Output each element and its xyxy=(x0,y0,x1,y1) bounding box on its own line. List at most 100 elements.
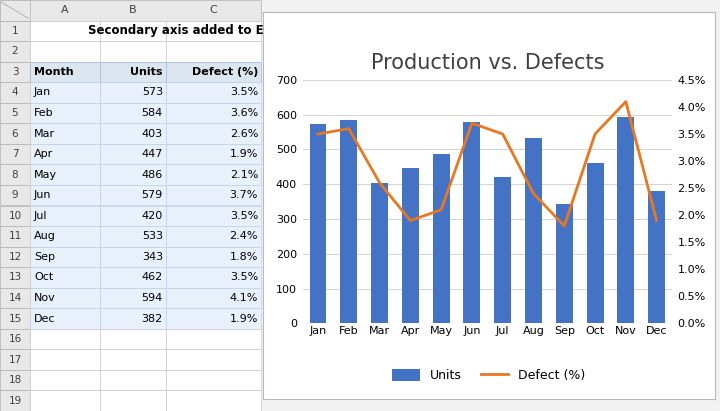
Bar xyxy=(30,185,100,206)
Text: 447: 447 xyxy=(142,149,163,159)
Bar xyxy=(100,308,166,329)
Text: 2.6%: 2.6% xyxy=(230,129,258,139)
Bar xyxy=(30,41,100,62)
Text: Aug: Aug xyxy=(34,231,55,241)
Bar xyxy=(0,21,30,41)
Bar xyxy=(648,191,665,323)
Bar xyxy=(166,21,261,41)
Bar xyxy=(100,206,166,226)
Bar xyxy=(100,103,166,123)
Bar xyxy=(30,329,100,349)
Bar xyxy=(100,267,166,288)
Bar xyxy=(0,247,30,267)
Text: Apr: Apr xyxy=(34,149,53,159)
Text: 3.7%: 3.7% xyxy=(230,190,258,200)
Text: Oct: Oct xyxy=(34,272,53,282)
Bar xyxy=(0,390,30,411)
Text: 3.5%: 3.5% xyxy=(230,272,258,282)
Text: 14: 14 xyxy=(9,293,22,303)
Bar xyxy=(525,138,542,323)
Bar xyxy=(166,164,261,185)
Bar xyxy=(166,390,261,411)
Bar xyxy=(100,390,166,411)
Bar xyxy=(0,349,30,370)
Bar xyxy=(166,185,261,206)
Bar xyxy=(166,144,261,164)
Text: 533: 533 xyxy=(142,231,163,241)
Bar xyxy=(402,168,419,323)
Bar xyxy=(100,329,166,349)
Bar xyxy=(556,204,572,323)
Bar xyxy=(100,185,166,206)
Text: 579: 579 xyxy=(142,190,163,200)
Text: 382: 382 xyxy=(142,314,163,323)
Text: 420: 420 xyxy=(142,211,163,221)
Legend: Units, Defect (%): Units, Defect (%) xyxy=(386,363,592,388)
Bar xyxy=(0,370,30,390)
Text: 1.9%: 1.9% xyxy=(230,149,258,159)
Bar xyxy=(0,226,30,247)
Bar xyxy=(100,144,166,164)
Bar xyxy=(30,267,100,288)
Text: Mar: Mar xyxy=(34,129,55,139)
Bar xyxy=(0,164,30,185)
Text: 403: 403 xyxy=(142,129,163,139)
Bar xyxy=(100,226,166,247)
Bar xyxy=(100,349,166,370)
Bar xyxy=(0,329,30,349)
Text: 1.8%: 1.8% xyxy=(230,252,258,262)
Bar xyxy=(166,288,261,308)
Bar xyxy=(30,21,100,41)
Bar xyxy=(30,308,100,329)
Text: B: B xyxy=(129,5,137,15)
Bar xyxy=(0,103,30,123)
Text: 2.1%: 2.1% xyxy=(230,170,258,180)
Bar xyxy=(100,62,166,82)
Bar xyxy=(166,123,261,144)
Text: 3.5%: 3.5% xyxy=(230,88,258,97)
Text: 19: 19 xyxy=(9,396,22,406)
Bar xyxy=(166,349,261,370)
Bar xyxy=(100,288,166,308)
Text: Jul: Jul xyxy=(34,211,48,221)
Bar xyxy=(166,103,261,123)
Bar xyxy=(166,370,261,390)
Text: 343: 343 xyxy=(142,252,163,262)
Text: Jun: Jun xyxy=(34,190,51,200)
Text: 486: 486 xyxy=(142,170,163,180)
Text: 13: 13 xyxy=(9,272,22,282)
Bar xyxy=(166,41,261,62)
Text: Nov: Nov xyxy=(34,293,55,303)
Bar xyxy=(0,0,261,21)
Text: 573: 573 xyxy=(142,88,163,97)
Bar xyxy=(341,120,357,323)
Bar xyxy=(0,123,30,144)
Bar xyxy=(100,123,166,144)
Text: 584: 584 xyxy=(142,108,163,118)
Bar xyxy=(100,41,166,62)
Text: 5: 5 xyxy=(12,108,18,118)
Text: 4.1%: 4.1% xyxy=(230,293,258,303)
Text: 7: 7 xyxy=(12,149,18,159)
Bar xyxy=(0,185,30,206)
Text: C: C xyxy=(210,5,217,15)
Text: Defect (%): Defect (%) xyxy=(192,67,258,77)
Bar xyxy=(30,82,100,103)
Bar xyxy=(433,155,449,323)
Bar xyxy=(0,0,30,21)
Text: 3.6%: 3.6% xyxy=(230,108,258,118)
Bar xyxy=(0,267,30,288)
Bar xyxy=(30,247,100,267)
Text: 17: 17 xyxy=(9,355,22,365)
Text: 594: 594 xyxy=(142,293,163,303)
Text: May: May xyxy=(34,170,57,180)
Bar xyxy=(166,308,261,329)
Bar xyxy=(166,62,261,82)
Bar xyxy=(371,183,388,323)
Bar xyxy=(587,163,603,323)
Text: Secondary axis added to Excel chart: Secondary axis added to Excel chart xyxy=(88,24,329,37)
Text: 16: 16 xyxy=(9,334,22,344)
Bar xyxy=(166,226,261,247)
Bar xyxy=(0,62,30,82)
Bar xyxy=(166,329,261,349)
